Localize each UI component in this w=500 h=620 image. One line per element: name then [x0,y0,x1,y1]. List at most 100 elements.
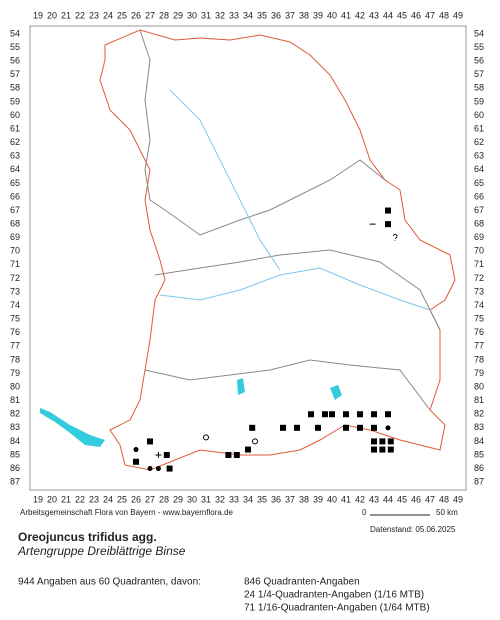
column-label: 27 [145,10,155,20]
row-label: 77 [10,341,20,351]
row-label: 59 [10,96,20,106]
district-border [154,249,441,331]
column-label: 26 [131,494,141,504]
column-label: 45 [397,494,407,504]
row-label: 83 [10,422,20,432]
marker-circle [203,434,209,441]
marker-plus [155,451,162,458]
marker-square [280,424,286,431]
lake [40,408,105,447]
credit: Arbeitsgemeinschaft Flora von Bayern - w… [20,508,234,517]
column-label: 22 [75,10,85,20]
marker-dot [385,425,391,431]
column-label: 28 [159,494,169,504]
row-label: 73 [10,286,20,296]
row-label: 58 [474,83,484,93]
column-label: 40 [327,494,337,504]
column-label: 35 [257,10,267,20]
marker-square [343,411,349,418]
column-label: 28 [159,10,169,20]
marker-square [294,424,300,431]
row-label: 68 [10,218,20,228]
bavaria-border [99,29,456,471]
row-label: 67 [10,205,20,215]
row-label: 56 [474,56,484,66]
row-label: 62 [474,137,484,147]
marker-square [322,411,328,418]
column-label: 33 [229,494,239,504]
column-label: 48 [439,10,449,20]
stat-line: 24 1/4-Quadranten-Angaben (1/16 MTB) [244,590,424,601]
row-label: 82 [10,409,20,419]
row-label: 78 [10,354,20,364]
marker-square [371,411,377,418]
row-label: 81 [10,395,20,405]
row-label: 58 [10,83,20,93]
column-label: 21 [61,494,71,504]
species-name: Oreojuncus trifidus agg. [18,530,157,544]
marker-square [387,446,394,453]
row-label: 65 [10,178,20,188]
column-label: 46 [411,10,421,20]
marker-dot [155,466,161,472]
row-label: 74 [10,300,20,310]
column-label: 47 [425,10,435,20]
row-label: 87 [10,477,20,487]
marker-square [371,438,377,445]
row-label: 80 [474,381,484,391]
column-label: 37 [285,10,295,20]
marker-square [245,446,251,453]
map-frame [29,25,467,491]
row-label: 62 [10,137,20,147]
row-label: 71 [10,259,20,269]
row-label: 69 [10,232,20,242]
row-label: 57 [474,69,484,79]
row-label: 84 [10,436,20,446]
row-label: 66 [10,191,20,201]
row-label: 86 [474,463,484,473]
column-label: 24 [103,10,113,20]
row-label: 70 [10,246,20,256]
row-label: 85 [474,449,484,459]
column-label: 25 [117,494,127,504]
marker-square [357,424,363,431]
district-border [144,359,431,411]
row-label: 61 [474,123,484,133]
marker-square [387,438,394,445]
marker-square [308,411,314,418]
column-label: 41 [341,10,351,20]
row-label: 85 [10,449,20,459]
column-label: 25 [117,10,127,20]
row-label: 63 [10,151,20,161]
marker-square [133,458,139,465]
lake [330,385,342,400]
column-label: 47 [425,494,435,504]
column-label: 20 [47,10,57,20]
marker-square [249,424,256,431]
column-label: 49 [453,10,463,20]
district-border [139,29,386,236]
column-label: 41 [341,494,351,504]
row-label: 74 [474,300,484,310]
row-label: 75 [10,314,20,324]
row-label: 73 [474,286,484,296]
row-label: 72 [10,273,20,283]
column-label: 33 [229,10,239,20]
row-label: 61 [10,123,20,133]
column-label: 43 [369,10,379,20]
row-label: 75 [474,314,484,324]
column-label: 39 [313,494,323,504]
column-label: 37 [285,494,295,504]
marker-square [371,424,377,431]
row-label: 71 [474,259,484,269]
marker-square [147,438,153,445]
row-label: 83 [474,422,484,432]
column-label: 20 [47,494,57,504]
row-label: 68 [474,218,484,228]
column-label: 27 [145,494,155,504]
column-label: 19 [33,494,43,504]
row-label: 66 [474,191,484,201]
row-label: 76 [474,327,484,337]
row-label: 82 [474,409,484,419]
column-label: 39 [313,10,323,20]
